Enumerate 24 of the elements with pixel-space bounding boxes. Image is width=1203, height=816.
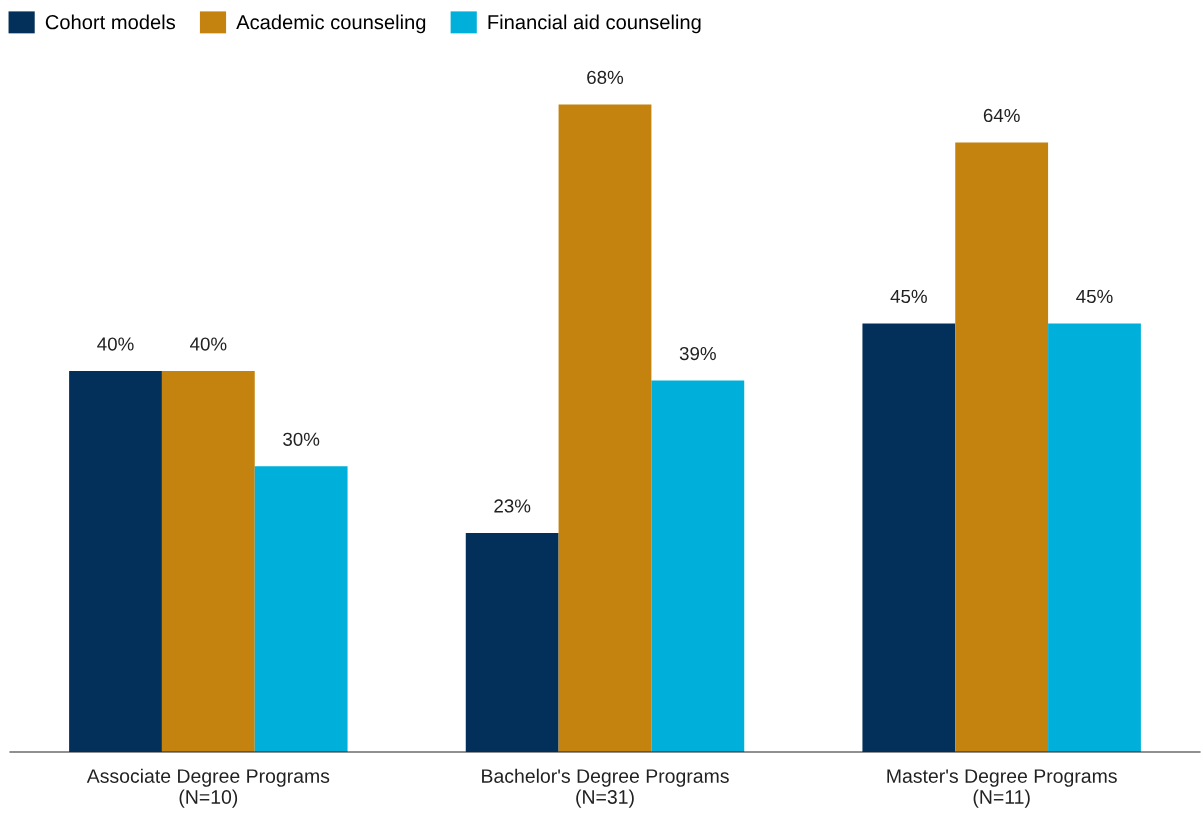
data-label: 30% <box>283 432 320 446</box>
data-label: 40% <box>190 337 227 351</box>
x-tick-label: Associate Degree Programs (N=10) <box>86 768 330 808</box>
bar <box>465 532 559 752</box>
legend-label: Financial aid counseling <box>488 14 701 34</box>
data-label: 45% <box>890 289 927 304</box>
data-label: 40% <box>97 337 134 351</box>
data-label: 45% <box>1076 289 1113 304</box>
bar <box>862 323 956 752</box>
legend-label: Academic counseling <box>236 14 426 34</box>
bar <box>651 380 745 752</box>
bar <box>955 142 1049 752</box>
bar <box>1048 323 1141 752</box>
data-label: 64% <box>983 108 1020 123</box>
data-label: 68% <box>587 70 624 85</box>
bar <box>69 371 162 752</box>
bar <box>161 371 255 752</box>
data-label: 39% <box>679 346 716 361</box>
bar <box>558 104 652 752</box>
x-tick-label: Bachelor's Degree Programs (N=31) <box>482 768 729 808</box>
data-label: 23% <box>494 499 531 513</box>
x-tick-label: Master's Degree Programs (N=11) <box>887 769 1117 808</box>
legend-label: Cohort models <box>45 14 176 30</box>
bar <box>254 466 348 752</box>
